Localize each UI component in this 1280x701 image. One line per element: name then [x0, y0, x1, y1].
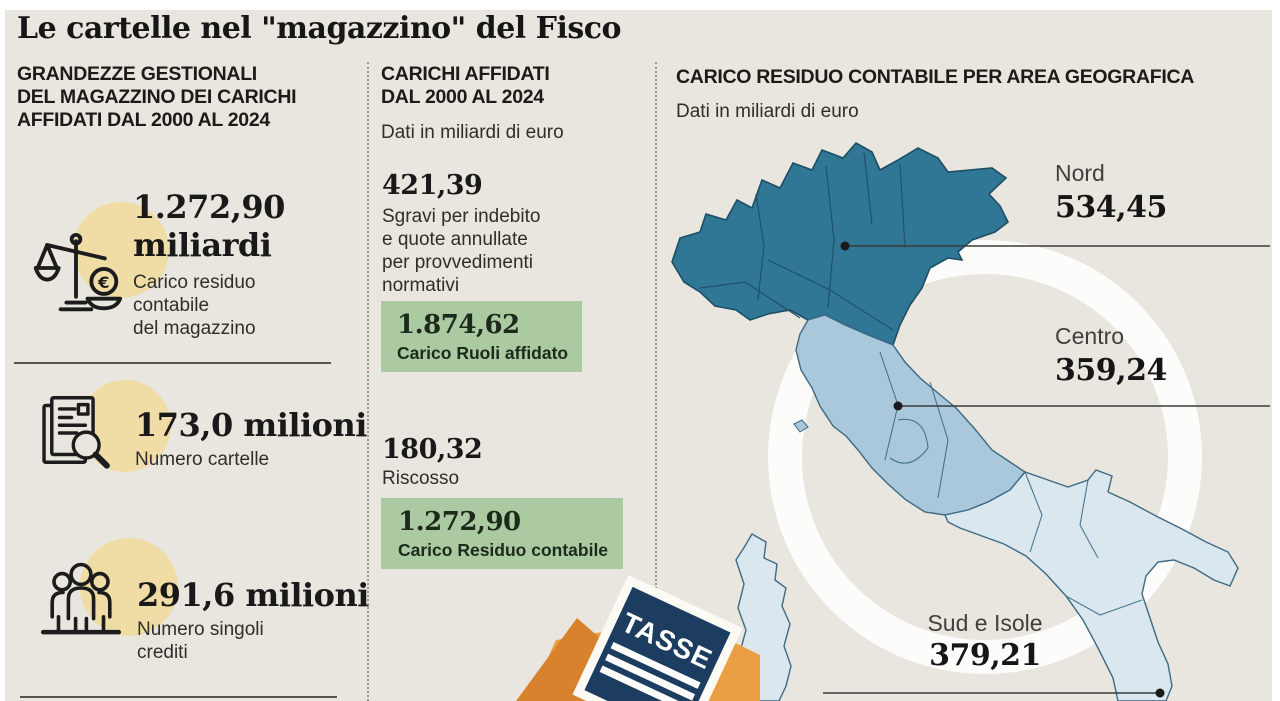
highlight-box-carico-residuo: 1.272,90 Carico Residuo contabile — [381, 498, 623, 569]
documents-search-icon — [42, 396, 110, 469]
page-title: Le cartelle nel "magazzino" del Fisco — [17, 11, 622, 46]
region-value-nord: 534,45 — [1055, 190, 1167, 225]
column-divider — [655, 62, 657, 701]
region-name-centro: Centro — [1055, 323, 1125, 349]
tasse-paper: TASSE — [572, 574, 743, 701]
stat-accent-circle — [73, 202, 169, 298]
region-name-sud: Sud e Isole — [927, 610, 1043, 636]
left-panel-separator — [20, 696, 337, 698]
stat-value: 173,0 milioni — [135, 406, 367, 444]
tasse-envelope-illustration: TASSE — [516, 574, 760, 701]
region-value-sud: 379,21 — [929, 638, 1041, 673]
middle-item-label: Riscosso — [382, 468, 460, 489]
highlight-label: Carico Residuo contabile — [398, 540, 609, 560]
region-value-centro: 359,24 — [1055, 353, 1167, 388]
scales-euro-icon: € — [33, 232, 123, 312]
svg-text:€: € — [97, 273, 109, 292]
region-name-nord: Nord — [1055, 160, 1105, 186]
middle-item-label: Sgravi per indebito e quote annullate pe… — [382, 206, 541, 296]
highlight-box-carico-ruoli: 1.874,62 Carico Ruoli affidato — [381, 301, 582, 372]
highlight-value: 1.272,90 — [398, 507, 521, 537]
middle-panel-header: CARICHI AFFIDATI DAL 2000 AL 2024 — [381, 63, 550, 108]
right-panel-header: CARICO RESIDUO CONTABILE PER AREA GEOGRA… — [676, 66, 1195, 88]
stat-label: Numero singoli crediti — [137, 619, 264, 663]
left-panel-separator — [14, 362, 331, 364]
middle-item-value: 180,32 — [382, 434, 483, 465]
stat-value: 1.272,90 miliardi — [133, 188, 285, 264]
middle-panel-subtitle: Dati in miliardi di euro — [381, 122, 564, 143]
middle-item-value: 421,39 — [382, 170, 483, 201]
highlight-label: Carico Ruoli affidato — [397, 343, 569, 363]
highlight-value: 1.874,62 — [397, 310, 520, 340]
right-panel-subtitle: Dati in miliardi di euro — [676, 101, 859, 122]
column-divider — [367, 62, 369, 701]
stat-label: Carico residuo contabile del magazzino — [133, 272, 256, 339]
stat-value: 291,6 milioni — [137, 576, 369, 614]
people-group-icon — [40, 562, 122, 635]
stat-label: Numero cartelle — [135, 449, 270, 470]
left-panel-header: GRANDEZZE GESTIONALI DEL MAGAZZINO DEI C… — [17, 63, 297, 131]
